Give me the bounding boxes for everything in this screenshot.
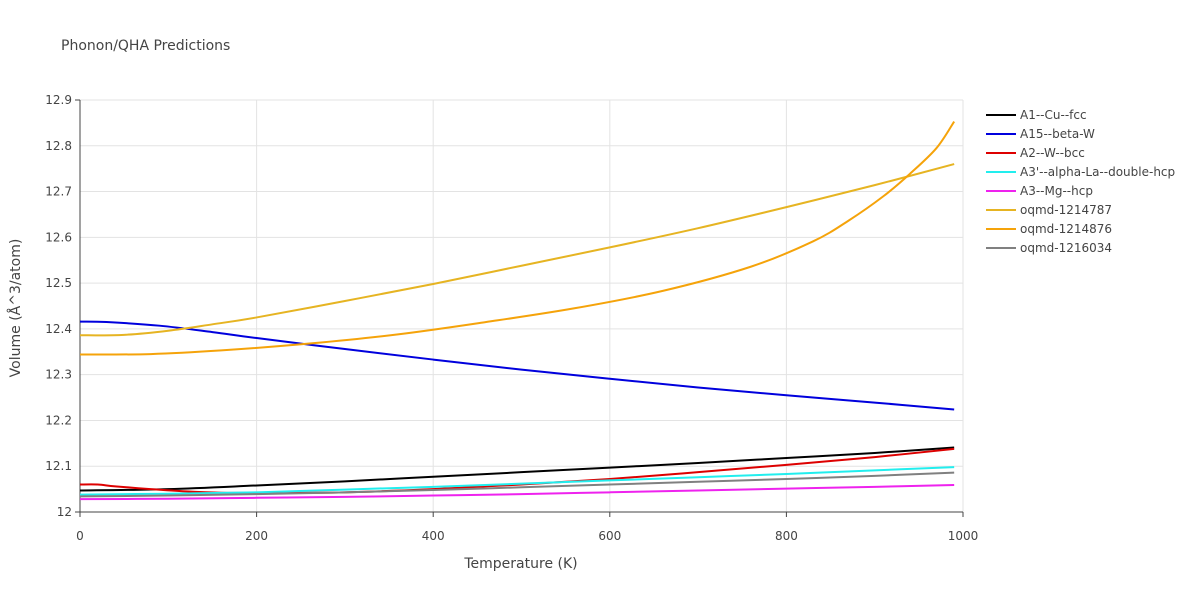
legend-item[interactable]: oqmd-1214876 xyxy=(986,222,1112,236)
legend-item[interactable]: A2--W--bcc xyxy=(986,146,1085,160)
legend-label: A1--Cu--fcc xyxy=(1020,108,1087,122)
x-tick-label: 600 xyxy=(598,529,621,543)
legend-item[interactable]: A3--Mg--hcp xyxy=(986,184,1093,198)
legend-item[interactable]: A15--beta-W xyxy=(986,127,1095,141)
y-tick-label: 12.9 xyxy=(45,93,72,107)
chart-title: Phonon/QHA Predictions xyxy=(61,38,230,54)
legend-item[interactable]: A3'--alpha-La--double-hcp xyxy=(986,165,1175,179)
legend-label: oqmd-1214787 xyxy=(1020,203,1112,217)
x-tick-label: 0 xyxy=(76,529,84,543)
y-tick-labels: 12 12.1 12.2 12.3 12.4 12.5 12.6 12.7 12.8 12.9 xyxy=(45,93,72,519)
series-line-1[interactable] xyxy=(79,320,955,411)
y-tick-label: 12.2 xyxy=(45,413,72,427)
series-line-7[interactable] xyxy=(79,471,955,498)
y-tick-label: 12 xyxy=(57,505,72,519)
series-line-6[interactable] xyxy=(79,120,956,356)
series-line-3[interactable] xyxy=(79,466,955,496)
legend-label: A15--beta-W xyxy=(1020,127,1095,141)
legend-label: oqmd-1216034 xyxy=(1020,241,1112,255)
x-tick-label: 200 xyxy=(245,529,268,543)
x-tick-label: 1000 xyxy=(948,529,979,543)
legend-label: A3'--alpha-La--double-hcp xyxy=(1020,165,1175,179)
x-tick-label: 400 xyxy=(422,529,445,543)
legend-label: A2--W--bcc xyxy=(1020,146,1085,160)
series-line-0[interactable] xyxy=(79,446,955,492)
series-line-5[interactable] xyxy=(79,163,955,337)
y-tick-label: 12.4 xyxy=(45,322,72,336)
legend-label: oqmd-1214876 xyxy=(1020,222,1112,236)
y-axis-title: Volume (Å^3/atom) xyxy=(7,239,24,378)
x-axis-title: Temperature (K) xyxy=(463,556,577,572)
legend-item[interactable]: A1--Cu--fcc xyxy=(986,108,1087,122)
x-tick-label: 800 xyxy=(775,529,798,543)
legend-label: A3--Mg--hcp xyxy=(1020,184,1093,198)
y-tick-label: 12.3 xyxy=(45,368,72,382)
series-line-4[interactable] xyxy=(79,483,955,501)
y-tick-label: 12.5 xyxy=(45,276,72,290)
x-tick-labels: 0 200 400 600 800 1000 xyxy=(76,529,978,543)
legend[interactable]: A1--Cu--fcc A15--beta-W A2--W--bcc A3'--alp… xyxy=(986,108,1175,255)
y-tick-label: 12.8 xyxy=(45,139,72,153)
y-tick-label: 12.1 xyxy=(45,459,72,473)
grid-lines xyxy=(75,99,964,517)
series-lines[interactable] xyxy=(79,120,956,501)
y-tick-label: 12.7 xyxy=(45,185,72,199)
legend-item[interactable]: oqmd-1214787 xyxy=(986,203,1112,217)
y-tick-label: 12.6 xyxy=(45,230,72,244)
legend-item[interactable]: oqmd-1216034 xyxy=(986,241,1112,255)
